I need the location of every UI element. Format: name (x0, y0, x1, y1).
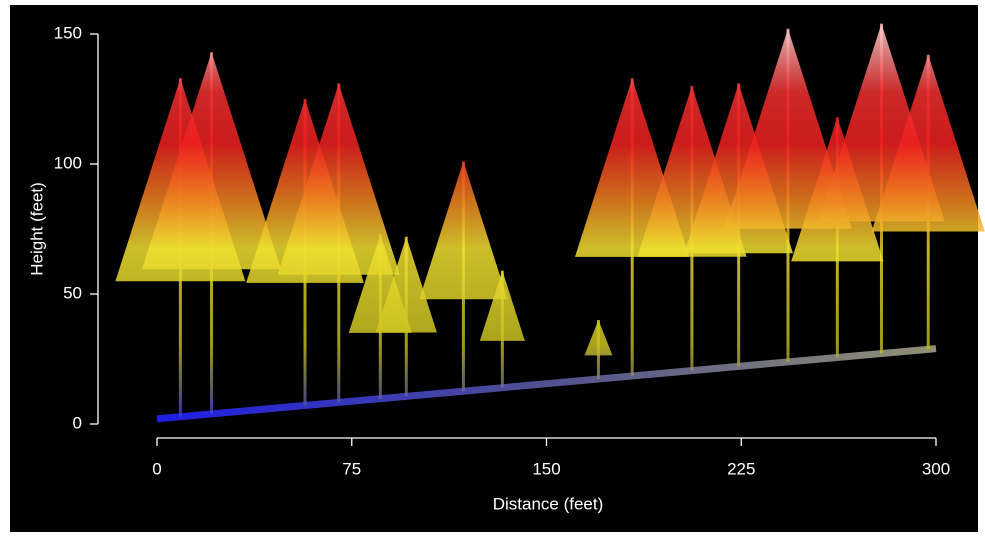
y-tick-label: 0 (73, 413, 82, 432)
x-tick-label: 0 (152, 459, 161, 478)
x-tick-label: 300 (922, 459, 950, 478)
chart: Distance (feet) Height (feet) 0 50 100 150 0… (0, 0, 985, 534)
x-tick-label: 75 (342, 459, 361, 478)
y-axis-label: Height (feet) (27, 182, 46, 276)
x-axis-label: Distance (feet) (493, 494, 604, 513)
y-tick-label: 100 (54, 153, 82, 172)
y-tick-label: 150 (54, 23, 82, 42)
y-tick-label: 50 (63, 283, 82, 302)
page: {"chart_data": {"type": "scatter", "x_la… (0, 0, 985, 534)
x-tick-label: 150 (532, 459, 560, 478)
x-tick-label: 225 (727, 459, 755, 478)
